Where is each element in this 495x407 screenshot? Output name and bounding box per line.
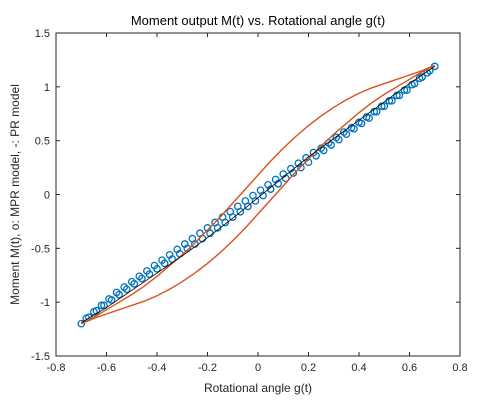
x-tick-label: -0.8 bbox=[47, 362, 66, 374]
data-point bbox=[112, 288, 121, 297]
data-point bbox=[309, 148, 318, 157]
data-point bbox=[165, 250, 174, 259]
data-point bbox=[211, 218, 219, 227]
x-tick-label: 0.2 bbox=[301, 362, 316, 374]
data-point bbox=[380, 102, 389, 111]
data-point bbox=[143, 267, 151, 275]
y-tick-label: 0.5 bbox=[35, 136, 50, 148]
x-tick-label: -0.2 bbox=[198, 362, 217, 374]
data-point bbox=[332, 133, 341, 142]
data-point bbox=[387, 96, 396, 105]
y-tick-label: -1 bbox=[40, 297, 50, 309]
data-point bbox=[372, 107, 381, 116]
data-point bbox=[97, 301, 106, 310]
data-point bbox=[294, 159, 303, 168]
x-tick-label: 0.8 bbox=[452, 362, 467, 374]
data-point bbox=[120, 283, 129, 291]
data-point bbox=[127, 277, 136, 286]
plot-area bbox=[55, 32, 461, 357]
data-point bbox=[226, 207, 235, 216]
y-tick-label: -0.5 bbox=[31, 243, 50, 255]
data-point bbox=[241, 197, 250, 205]
series-pr-line bbox=[80, 64, 436, 325]
y-tick-label: 0 bbox=[44, 190, 50, 202]
data-point bbox=[395, 91, 404, 100]
chart-title: Moment output M(t) vs. Rotational angle … bbox=[131, 13, 385, 28]
x-tick-label: -0.6 bbox=[97, 362, 116, 374]
data-layer bbox=[77, 62, 439, 328]
data-point bbox=[196, 229, 204, 238]
tick-layer: -0.8 -0.6 -0.4 -0.2 0 0.2 0.4 0.6 0.8 -1.5 -1 -0.5 0… bbox=[31, 28, 468, 374]
data-point bbox=[271, 175, 280, 184]
data-point bbox=[188, 234, 197, 243]
data-point bbox=[233, 202, 242, 211]
data-point bbox=[403, 86, 411, 94]
data-point bbox=[249, 191, 257, 200]
data-point bbox=[173, 245, 182, 254]
y-tick-label: 1 bbox=[44, 82, 50, 94]
y-axis-label: Moment M(t), o: MPR model, -: PR model bbox=[8, 84, 22, 305]
x-tick-label: -0.4 bbox=[148, 362, 167, 374]
data-point bbox=[77, 319, 86, 328]
x-tick-label: 0.4 bbox=[351, 362, 366, 374]
data-point bbox=[256, 186, 265, 195]
data-point bbox=[203, 224, 212, 232]
series-line bbox=[81, 66, 435, 323]
x-tick-label: 0 bbox=[255, 362, 261, 374]
data-point bbox=[415, 74, 424, 83]
data-point bbox=[105, 295, 113, 303]
x-tick-label: 0.6 bbox=[402, 362, 417, 374]
x-axis-label: Rotational angle g(t) bbox=[204, 381, 312, 395]
data-point bbox=[158, 256, 166, 265]
y-tick-label: -1.5 bbox=[31, 351, 50, 363]
data-point bbox=[264, 180, 272, 189]
data-point bbox=[317, 144, 325, 153]
data-point bbox=[339, 128, 348, 136]
data-point bbox=[135, 272, 144, 281]
data-point bbox=[180, 240, 189, 248]
y-tick-label: 1.5 bbox=[35, 28, 50, 40]
data-point bbox=[150, 261, 159, 270]
